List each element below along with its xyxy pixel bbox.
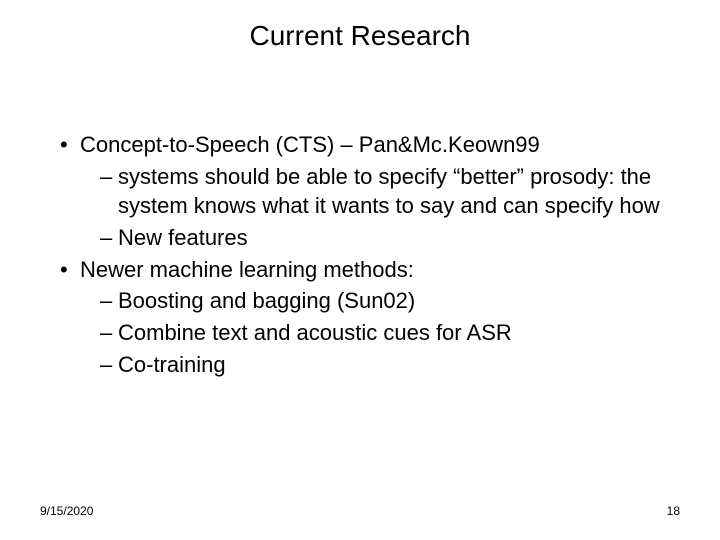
bullet-l2: Co-training bbox=[60, 350, 670, 380]
footer-date: 9/15/2020 bbox=[40, 504, 93, 518]
slide: Current Research Concept-to-Speech (CTS)… bbox=[0, 0, 720, 540]
bullet-l2: systems should be able to specify “bette… bbox=[60, 162, 670, 221]
bullet-l2: New features bbox=[60, 223, 670, 253]
slide-body: Concept-to-Speech (CTS) – Pan&Mc.Keown99… bbox=[60, 130, 670, 382]
footer-page-number: 18 bbox=[667, 504, 680, 518]
bullet-l1: Newer machine learning methods: bbox=[60, 255, 670, 285]
bullet-l1: Concept-to-Speech (CTS) – Pan&Mc.Keown99 bbox=[60, 130, 670, 160]
bullet-l2: Combine text and acoustic cues for ASR bbox=[60, 318, 670, 348]
bullet-l2: Boosting and bagging (Sun02) bbox=[60, 286, 670, 316]
slide-title: Current Research bbox=[0, 20, 720, 52]
